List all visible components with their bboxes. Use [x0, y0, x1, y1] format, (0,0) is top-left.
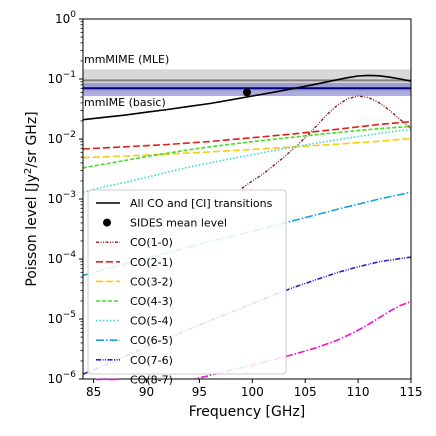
x-tick-label: 100: [241, 385, 264, 399]
x-tick-label: 110: [347, 385, 370, 399]
legend-entry-co-6-5: CO(6-5): [96, 334, 173, 347]
legend-marker: [103, 218, 111, 227]
series-line-co-3-2: [83, 137, 411, 159]
legend-entry-co-5-4: CO(5-4): [96, 315, 173, 328]
x-axis-label: Frequency [GHz]: [189, 404, 305, 420]
series-line-co-4-3: [83, 125, 411, 169]
legend-entry-sides-mean-level: SIDES mean level: [103, 217, 227, 230]
legend-entry-co-2-1: CO(2-1): [96, 256, 173, 269]
tick-layer: 85 90 95 100 105 110 115 10−6 10−5 10−4 10−3 10−2 10…: [47, 10, 422, 399]
band-label-mmmime: mmMIME (MLE): [84, 53, 169, 66]
band-label-mmime: mmIME (basic): [84, 96, 166, 109]
y-axis-label: Poisson level [Jy2/sr GHz]: [23, 111, 40, 286]
y-tick-label: 10−6: [47, 370, 76, 386]
data-point-sides-mean-level: [243, 88, 251, 97]
legend-label: CO(7-6): [130, 354, 173, 367]
x-tick-label: 105: [294, 385, 317, 399]
y-tick-label: 10−3: [47, 190, 76, 206]
x-tick-label: 85: [86, 385, 101, 399]
legend-label: CO(6-5): [130, 334, 173, 347]
legend-label: CO(5-4): [130, 315, 173, 328]
y-tick-label: 10−4: [47, 250, 76, 266]
legend-label: SIDES mean level: [130, 217, 227, 230]
x-tick-label: 90: [139, 385, 154, 399]
y-tick-label: 10−1: [47, 70, 76, 86]
band-layer: [83, 69, 411, 97]
x-tick-label: 115: [400, 385, 423, 399]
series-line-all-co-and-ci-transitions: [83, 74, 411, 121]
legend-label: CO(4-3): [130, 295, 173, 308]
series-line-co-5-4: [83, 128, 411, 193]
y-tick-label: 10−2: [47, 130, 76, 146]
legend-label: CO(3-2): [130, 275, 173, 288]
y-tick-label: 10−5: [47, 310, 76, 326]
legend-entry-co-8-7: CO(8-7): [96, 373, 173, 386]
legend-entry-all-co-and-ci-transitions: All CO and [CI] transitions: [96, 197, 273, 210]
legend-entry-co-1-0: CO(1-0): [96, 236, 173, 249]
legend-label: CO(8-7): [130, 373, 173, 386]
x-tick-label: 95: [192, 385, 207, 399]
series-line-co-2-1: [83, 120, 411, 150]
legend-label: CO(1-0): [130, 236, 173, 249]
plot-frame: [82, 18, 412, 380]
legend-entry-co-7-6: CO(7-6): [96, 354, 173, 367]
legend-entry-co-4-3: CO(4-3): [96, 295, 173, 308]
legend: All CO and [CI] transitions SIDES mean le…: [87, 189, 287, 386]
legend-label: All CO and [CI] transitions: [130, 197, 273, 210]
y-tick-label: 100: [55, 10, 76, 26]
series-line-co-1-0: [241, 95, 411, 189]
legend-box: [87, 189, 287, 375]
legend-entry-co-3-2: CO(3-2): [96, 275, 173, 288]
legend-label: CO(2-1): [130, 256, 173, 269]
